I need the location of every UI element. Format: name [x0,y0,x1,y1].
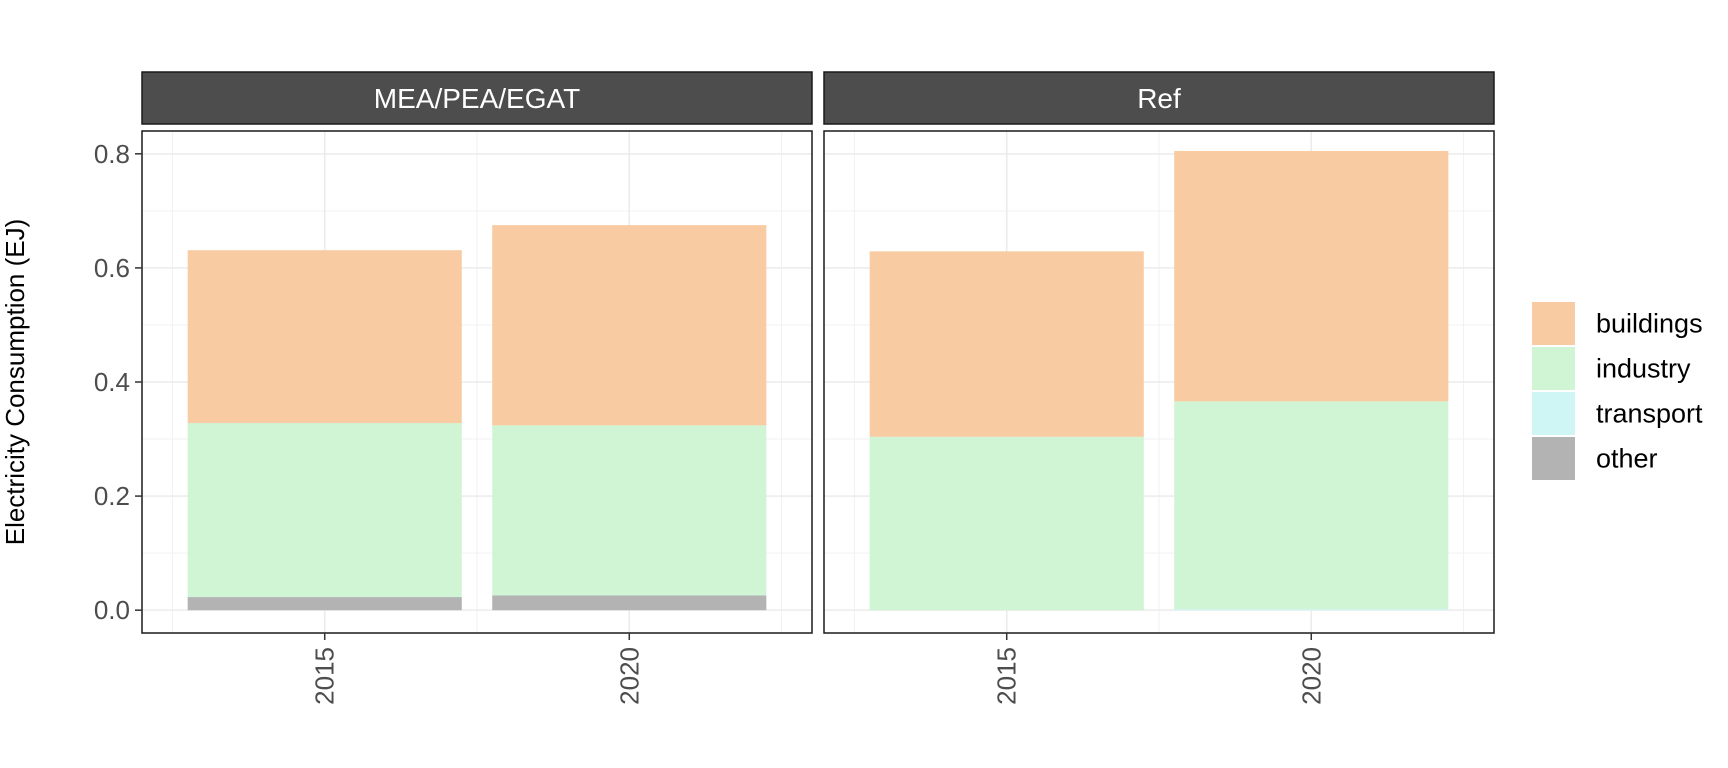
x-tick-label: 2020 [614,647,644,705]
bar-industry-2020 [1174,401,1449,610]
facet-panel-2: Ref 2015 2020 [823,71,1495,705]
bar-other-2015 [187,597,462,611]
y-tick-label: 0.2 [94,481,130,511]
y-tick-label: 0.4 [94,367,130,397]
legend-swatch-transport [1532,392,1575,435]
x-tick-label: 2020 [1296,647,1326,705]
y-tick-label: 0.0 [94,595,130,625]
facet-strip [823,71,1495,125]
facet-title: Ref [1137,83,1181,114]
legend: buildings industry transport other [1532,302,1703,480]
bar-buildings-2015 [187,250,462,424]
legend-label-buildings: buildings [1596,309,1703,339]
facet-panel-1: MEA/PEA/EGAT 2015 2020 0.0 0.2 0.4 0.6 0.8 [94,71,813,705]
bar-other-2020 [492,595,767,611]
legend-swatch-industry [1532,347,1575,390]
y-tick-label: 0.8 [94,139,130,169]
facet-strip [141,71,813,125]
bar-industry-2015 [187,423,462,598]
legend-label-transport: transport [1596,399,1703,429]
facet-title: MEA/PEA/EGAT [374,83,580,114]
bar-transport-2020 [1174,609,1449,611]
x-tick-label: 2015 [310,647,340,705]
legend-label-other: other [1596,444,1658,474]
x-tick-label: 2015 [992,647,1022,705]
bar-buildings-2015 [869,251,1144,437]
legend-swatch-other [1532,437,1575,480]
bar-buildings-2020 [1174,150,1449,402]
bar-industry-2015 [869,436,1144,611]
y-axis-title: Electricity Consumption (EJ) [0,219,30,546]
y-tick-label: 0.6 [94,253,130,283]
legend-label-industry: industry [1596,354,1691,384]
bar-buildings-2020 [492,225,767,426]
legend-swatch-buildings [1532,302,1575,345]
bar-industry-2020 [492,425,767,596]
panel-border [823,130,1495,634]
